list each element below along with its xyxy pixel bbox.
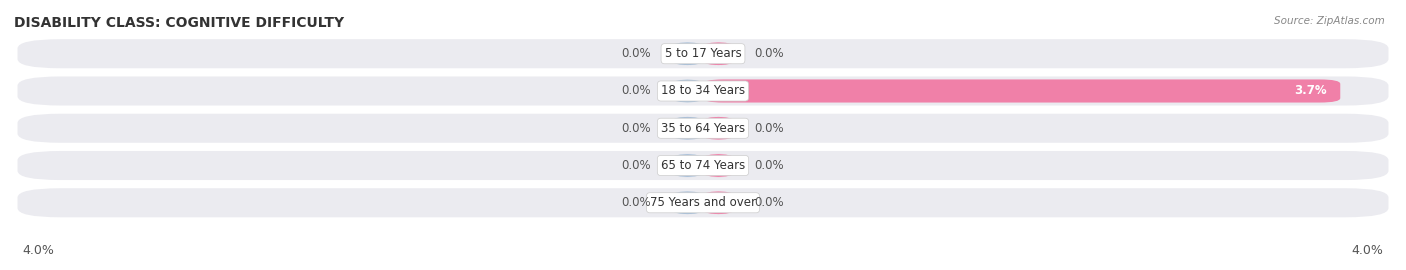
Text: 35 to 64 Years: 35 to 64 Years: [661, 122, 745, 135]
FancyBboxPatch shape: [17, 39, 1389, 68]
FancyBboxPatch shape: [672, 79, 703, 103]
Text: 4.0%: 4.0%: [22, 244, 55, 257]
Text: 0.0%: 0.0%: [621, 159, 651, 172]
FancyBboxPatch shape: [672, 191, 703, 214]
FancyBboxPatch shape: [703, 79, 1340, 103]
FancyBboxPatch shape: [17, 76, 1389, 106]
FancyBboxPatch shape: [17, 188, 1389, 217]
FancyBboxPatch shape: [703, 42, 734, 65]
Text: 0.0%: 0.0%: [755, 47, 785, 60]
Text: Source: ZipAtlas.com: Source: ZipAtlas.com: [1274, 16, 1385, 26]
FancyBboxPatch shape: [17, 114, 1389, 143]
FancyBboxPatch shape: [672, 42, 703, 65]
FancyBboxPatch shape: [703, 191, 734, 214]
Text: 0.0%: 0.0%: [621, 196, 651, 209]
FancyBboxPatch shape: [17, 151, 1389, 180]
Text: 0.0%: 0.0%: [755, 196, 785, 209]
Text: 0.0%: 0.0%: [621, 122, 651, 135]
Text: 75 Years and over: 75 Years and over: [650, 196, 756, 209]
Text: 0.0%: 0.0%: [621, 85, 651, 97]
Text: 0.0%: 0.0%: [755, 122, 785, 135]
Text: 0.0%: 0.0%: [755, 159, 785, 172]
FancyBboxPatch shape: [703, 154, 734, 177]
Text: 65 to 74 Years: 65 to 74 Years: [661, 159, 745, 172]
FancyBboxPatch shape: [703, 117, 734, 140]
FancyBboxPatch shape: [672, 117, 703, 140]
Text: 4.0%: 4.0%: [1351, 244, 1384, 257]
Text: 0.0%: 0.0%: [621, 47, 651, 60]
Text: 18 to 34 Years: 18 to 34 Years: [661, 85, 745, 97]
Text: 5 to 17 Years: 5 to 17 Years: [665, 47, 741, 60]
FancyBboxPatch shape: [672, 154, 703, 177]
Text: DISABILITY CLASS: COGNITIVE DIFFICULTY: DISABILITY CLASS: COGNITIVE DIFFICULTY: [14, 16, 344, 30]
Text: 3.7%: 3.7%: [1294, 85, 1326, 97]
